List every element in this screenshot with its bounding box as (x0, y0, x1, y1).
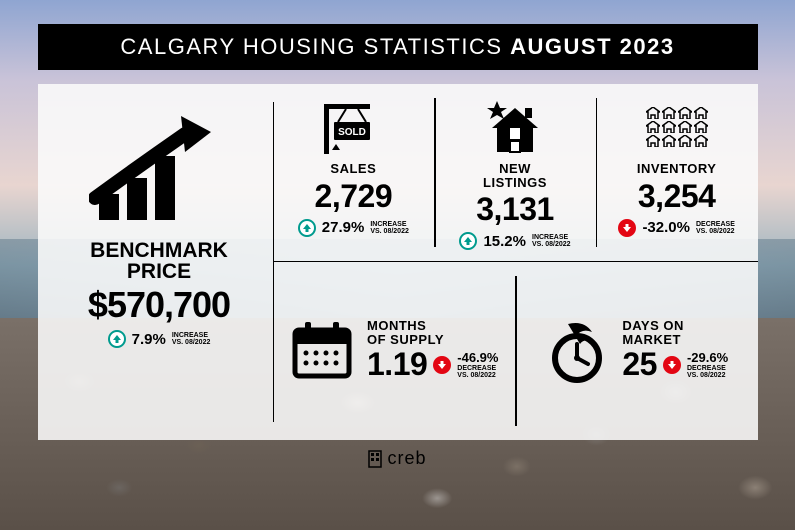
sales-value: 2,729 (315, 178, 393, 215)
logo-icon (368, 450, 382, 468)
dom-label-2: MARKET (622, 332, 681, 347)
sold-sign-icon: SOLD (318, 100, 388, 156)
svg-text:SOLD: SOLD (338, 127, 366, 138)
title-bar: CALGARY HOUSING STATISTICS AUGUST 2023 (38, 24, 758, 70)
inventory-cell: INVENTORY 3,254 -32.0% DECREASE VS. 08/2… (596, 84, 758, 261)
nl-value: 3,131 (476, 191, 554, 228)
benchmark-label-2: PRICE (127, 260, 191, 283)
title-date: AUGUST 2023 (510, 34, 674, 59)
supply-value: 1.19 (367, 346, 427, 383)
up-arrow-icon (459, 232, 477, 250)
benchmark-value: $570,700 (88, 284, 230, 326)
benchmark-dir1: INCREASE (172, 332, 211, 339)
supply-cell: MONTHS OF SUPPLY 1.19 -46.9% DECREASE VS… (273, 262, 516, 440)
new-listings-cell: NEW LISTINGS 3,131 15.2% INCREASE VS. 08… (434, 84, 596, 261)
benchmark-pct: 7.9% (132, 331, 166, 348)
down-arrow-icon (433, 356, 451, 374)
sales-label: SALES (330, 162, 376, 176)
dom-value: 25 (622, 346, 657, 383)
benchmark-cell: BENCHMARK PRICE $570,700 7.9% INCREASE V… (38, 84, 273, 440)
new-house-icon (480, 100, 550, 156)
inv-label: INVENTORY (637, 162, 717, 176)
sales-cell: SOLD SALES 2,729 27.9% INCREASE VS. 08/2… (273, 84, 435, 261)
down-arrow-icon (663, 356, 681, 374)
chart-arrow-icon (89, 106, 229, 226)
down-arrow-icon (618, 219, 636, 237)
fast-clock-icon (544, 318, 610, 384)
inv-value: 3,254 (638, 178, 716, 215)
nl-label-2: LISTINGS (483, 175, 547, 190)
benchmark-dir2: VS. 08/2022 (172, 339, 211, 346)
creb-logo: creb (368, 448, 426, 469)
nl-pct: 15.2% (483, 233, 526, 250)
logo-text: creb (387, 448, 426, 469)
up-arrow-icon (108, 330, 126, 348)
stats-panel: BENCHMARK PRICE $570,700 7.9% INCREASE V… (38, 84, 758, 440)
dom-cell: DAYS ON MARKET 25 -29.6% DECREASE VS. 08… (515, 262, 758, 440)
sales-pct: 27.9% (322, 219, 365, 236)
supply-label-2: OF SUPPLY (367, 332, 444, 347)
supply-pct: -46.9% (457, 350, 498, 365)
inv-pct: -32.0% (642, 219, 690, 236)
house-grid-icon (646, 107, 708, 147)
up-arrow-icon (298, 219, 316, 237)
dom-pct: -29.6% (687, 350, 728, 365)
title-prefix: CALGARY HOUSING STATISTICS (120, 34, 510, 59)
calendar-icon (289, 318, 355, 384)
benchmark-label-1: BENCHMARK (90, 239, 228, 262)
